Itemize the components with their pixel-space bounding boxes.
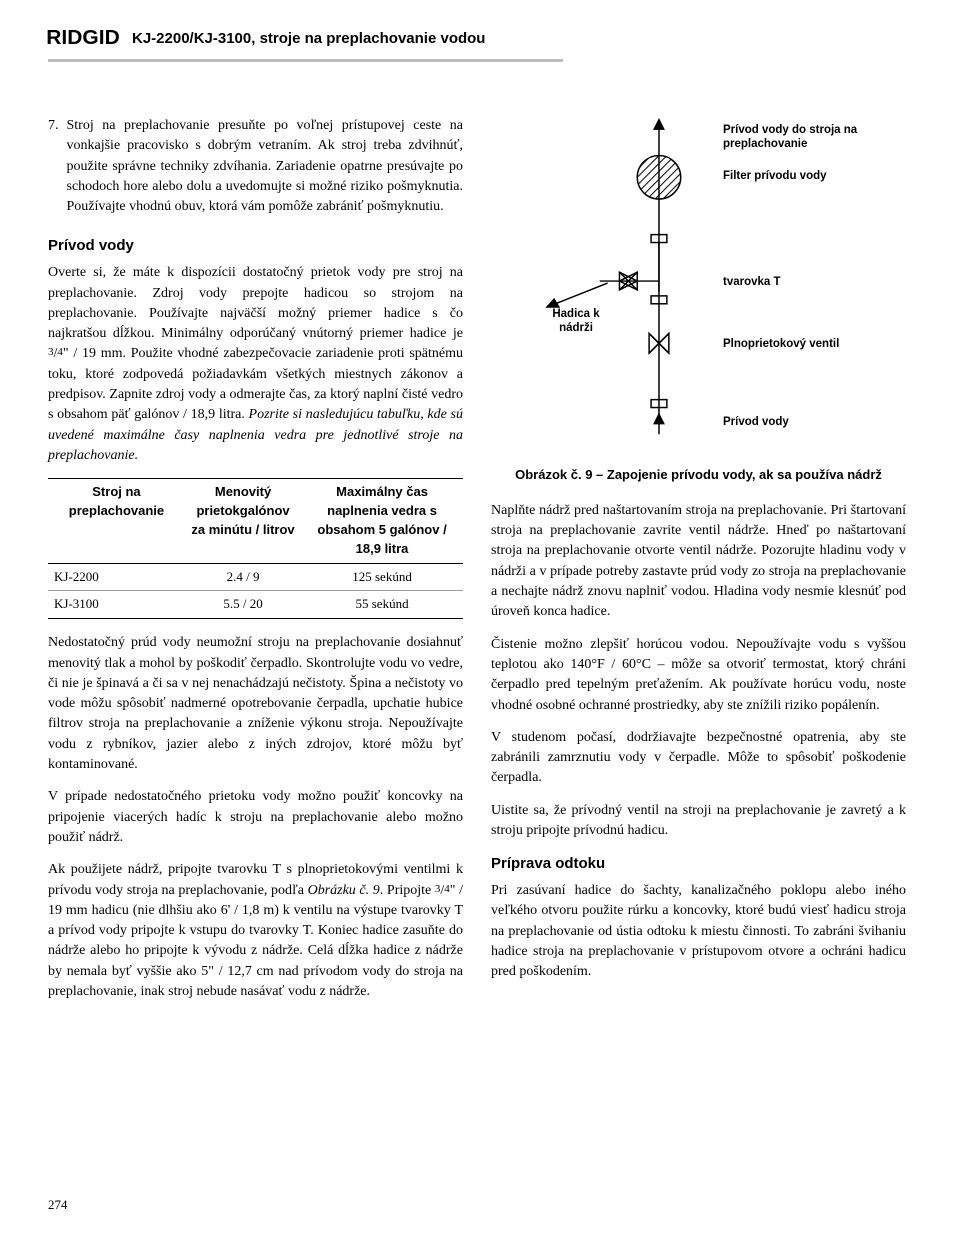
table-header-cell: Stroj na preplachovanie <box>48 483 185 558</box>
paragraph: V studenom počasí, dodržiavajte bezpečno… <box>491 728 906 789</box>
table-cell: 125 sekúnd <box>301 568 463 587</box>
diagram-label-supply: Prívod vody <box>723 416 789 430</box>
table-cell: KJ-3100 <box>48 595 185 614</box>
left-column: 7. Stroj na preplachovanie presuňte po v… <box>48 116 463 1014</box>
fraction-numerator: 3 <box>48 346 54 358</box>
table-header-cell: Maximálny čas naplnenia vedra s obsahom … <box>301 483 463 558</box>
figure-caption: Obrázok č. 9 – Zapojenie prívodu vody, a… <box>491 466 906 485</box>
paragraph: Overte si, že máte k dispozícii dostatoč… <box>48 263 463 466</box>
paragraph: Uistite sa, že prívodný ventil na stroji… <box>491 801 906 842</box>
paragraph: Naplňte nádrž pred naštartovaním stroja … <box>491 501 906 623</box>
text: " / 19 mm hadicu (nie dlhšiu ako 6' / 1,… <box>48 883 463 999</box>
water-supply-diagram-svg <box>491 116 906 456</box>
heading-priprava-odtoku: Príprava odtoku <box>491 853 906 875</box>
paragraph: Nedostatočný prúd vody neumožní stroju n… <box>48 633 463 775</box>
header-underline <box>48 59 563 62</box>
paragraph: Ak použijete nádrž, pripojte tvarovku T … <box>48 860 463 1002</box>
diagram-label-valve: Plnoprietokový ventil <box>723 338 843 352</box>
diagram-label-inlet: Prívod vody do stroja na preplachovanie <box>723 124 883 152</box>
list-item-text: Stroj na preplachovanie presuňte po voľn… <box>67 116 464 217</box>
fraction-numerator: 3 <box>435 883 441 895</box>
diagram-label-hose: Hadica k nádrži <box>541 308 611 336</box>
paragraph: V prípade nedostatočného prietoku vody m… <box>48 787 463 848</box>
list-item-7: 7. Stroj na preplachovanie presuňte po v… <box>48 116 463 217</box>
diagram-label-tee: tvarovka T <box>723 276 781 290</box>
text: Overte si, že máte k dispozícii dostatoč… <box>48 265 463 341</box>
text-italic: Obrázku č. 9 <box>308 883 380 898</box>
flow-rate-table: Stroj na preplachovanie Menovitý prietok… <box>48 478 463 619</box>
right-column: Prívod vody do stroja na preplachovanie … <box>491 116 906 1014</box>
table-header-row: Stroj na preplachovanie Menovitý prietok… <box>48 479 463 563</box>
table-row: KJ-2200 2.4 / 9 125 sekúnd <box>48 564 463 592</box>
diagram-label-filter: Filter prívodu vody <box>723 170 827 184</box>
table-cell: 5.5 / 20 <box>185 595 301 614</box>
page-number: 274 <box>48 1196 68 1215</box>
brand-logo: RIDGID <box>46 24 120 53</box>
list-item-number: 7. <box>48 116 59 217</box>
paragraph: Pri zasúvaní hadice do šachty, kanalizač… <box>491 881 906 982</box>
text: . Pripojte <box>380 883 435 898</box>
header-title: KJ-2200/KJ-3100, stroje na preplachovani… <box>132 28 485 50</box>
table-cell: KJ-2200 <box>48 568 185 587</box>
table-row: KJ-3100 5.5 / 20 55 sekúnd <box>48 591 463 618</box>
table-cell: 2.4 / 9 <box>185 568 301 587</box>
table-cell: 55 sekúnd <box>301 595 463 614</box>
page-header: RIDGID KJ-2200/KJ-3100, stroje na prepla… <box>48 24 906 53</box>
heading-privod-vody: Prívod vody <box>48 235 463 257</box>
table-header-cell: Menovitý prietokgalónov za minútu / litr… <box>185 483 301 558</box>
paragraph: Čistenie možno zlepšiť horúcou vodou. Ne… <box>491 635 906 716</box>
content-columns: 7. Stroj na preplachovanie presuňte po v… <box>48 116 906 1014</box>
diagram-figure-9: Prívod vody do stroja na preplachovanie … <box>491 116 906 456</box>
